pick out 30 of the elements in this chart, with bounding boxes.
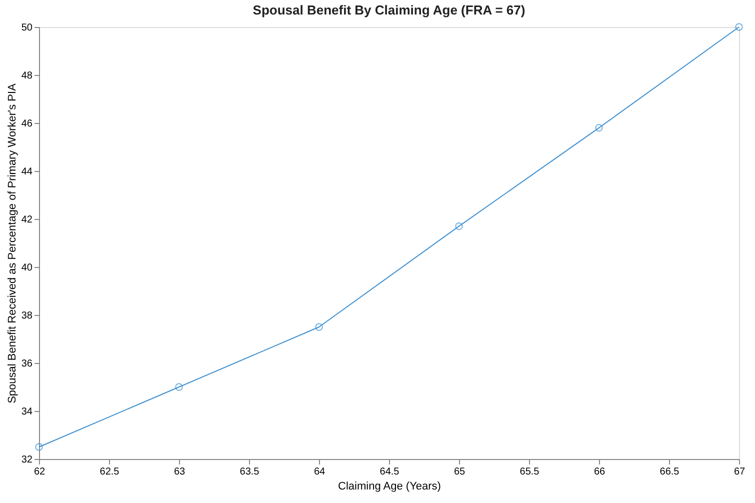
- x-tick-label: 64: [314, 466, 326, 478]
- y-tick-label: 48: [21, 70, 33, 82]
- x-tick-label: 65.5: [520, 466, 540, 478]
- y-tick-label: 32: [21, 454, 33, 466]
- y-tick-label: 44: [21, 166, 33, 178]
- y-tick-label: 42: [21, 214, 33, 226]
- point: [315, 323, 323, 331]
- point: [35, 443, 43, 451]
- y-tick-label: 50: [21, 22, 33, 34]
- x-tick-label: 63.5: [240, 466, 260, 478]
- y-tick-label: 36: [21, 358, 33, 370]
- y-tick-label: 46: [21, 118, 33, 130]
- y-tick-label: 34: [21, 406, 33, 418]
- point: [735, 23, 743, 31]
- point: [455, 222, 463, 230]
- chart-title: Spousal Benefit By Claiming Age (FRA = 67): [252, 2, 526, 18]
- x-tick-label: 62: [34, 466, 46, 478]
- point: [595, 124, 603, 132]
- x-tick-label: 63: [174, 466, 186, 478]
- y-tick-label: 40: [21, 262, 33, 274]
- x-tick-label: 66.5: [660, 466, 680, 478]
- x-tick-label: 64.5: [380, 466, 400, 478]
- point: [175, 383, 183, 391]
- x-tick-label: 66: [594, 466, 606, 478]
- x-tick-label: 62.5: [100, 466, 120, 478]
- x-tick-label: 67: [734, 466, 746, 478]
- y-tick-label: 38: [21, 310, 33, 322]
- y-axis-title: Spousal Benefit Received as Percentage of Primary Worker's PIA: [6, 82, 18, 404]
- x-axis-title: Claiming Age (Years): [338, 480, 441, 492]
- x-tick-label: 65: [454, 466, 466, 478]
